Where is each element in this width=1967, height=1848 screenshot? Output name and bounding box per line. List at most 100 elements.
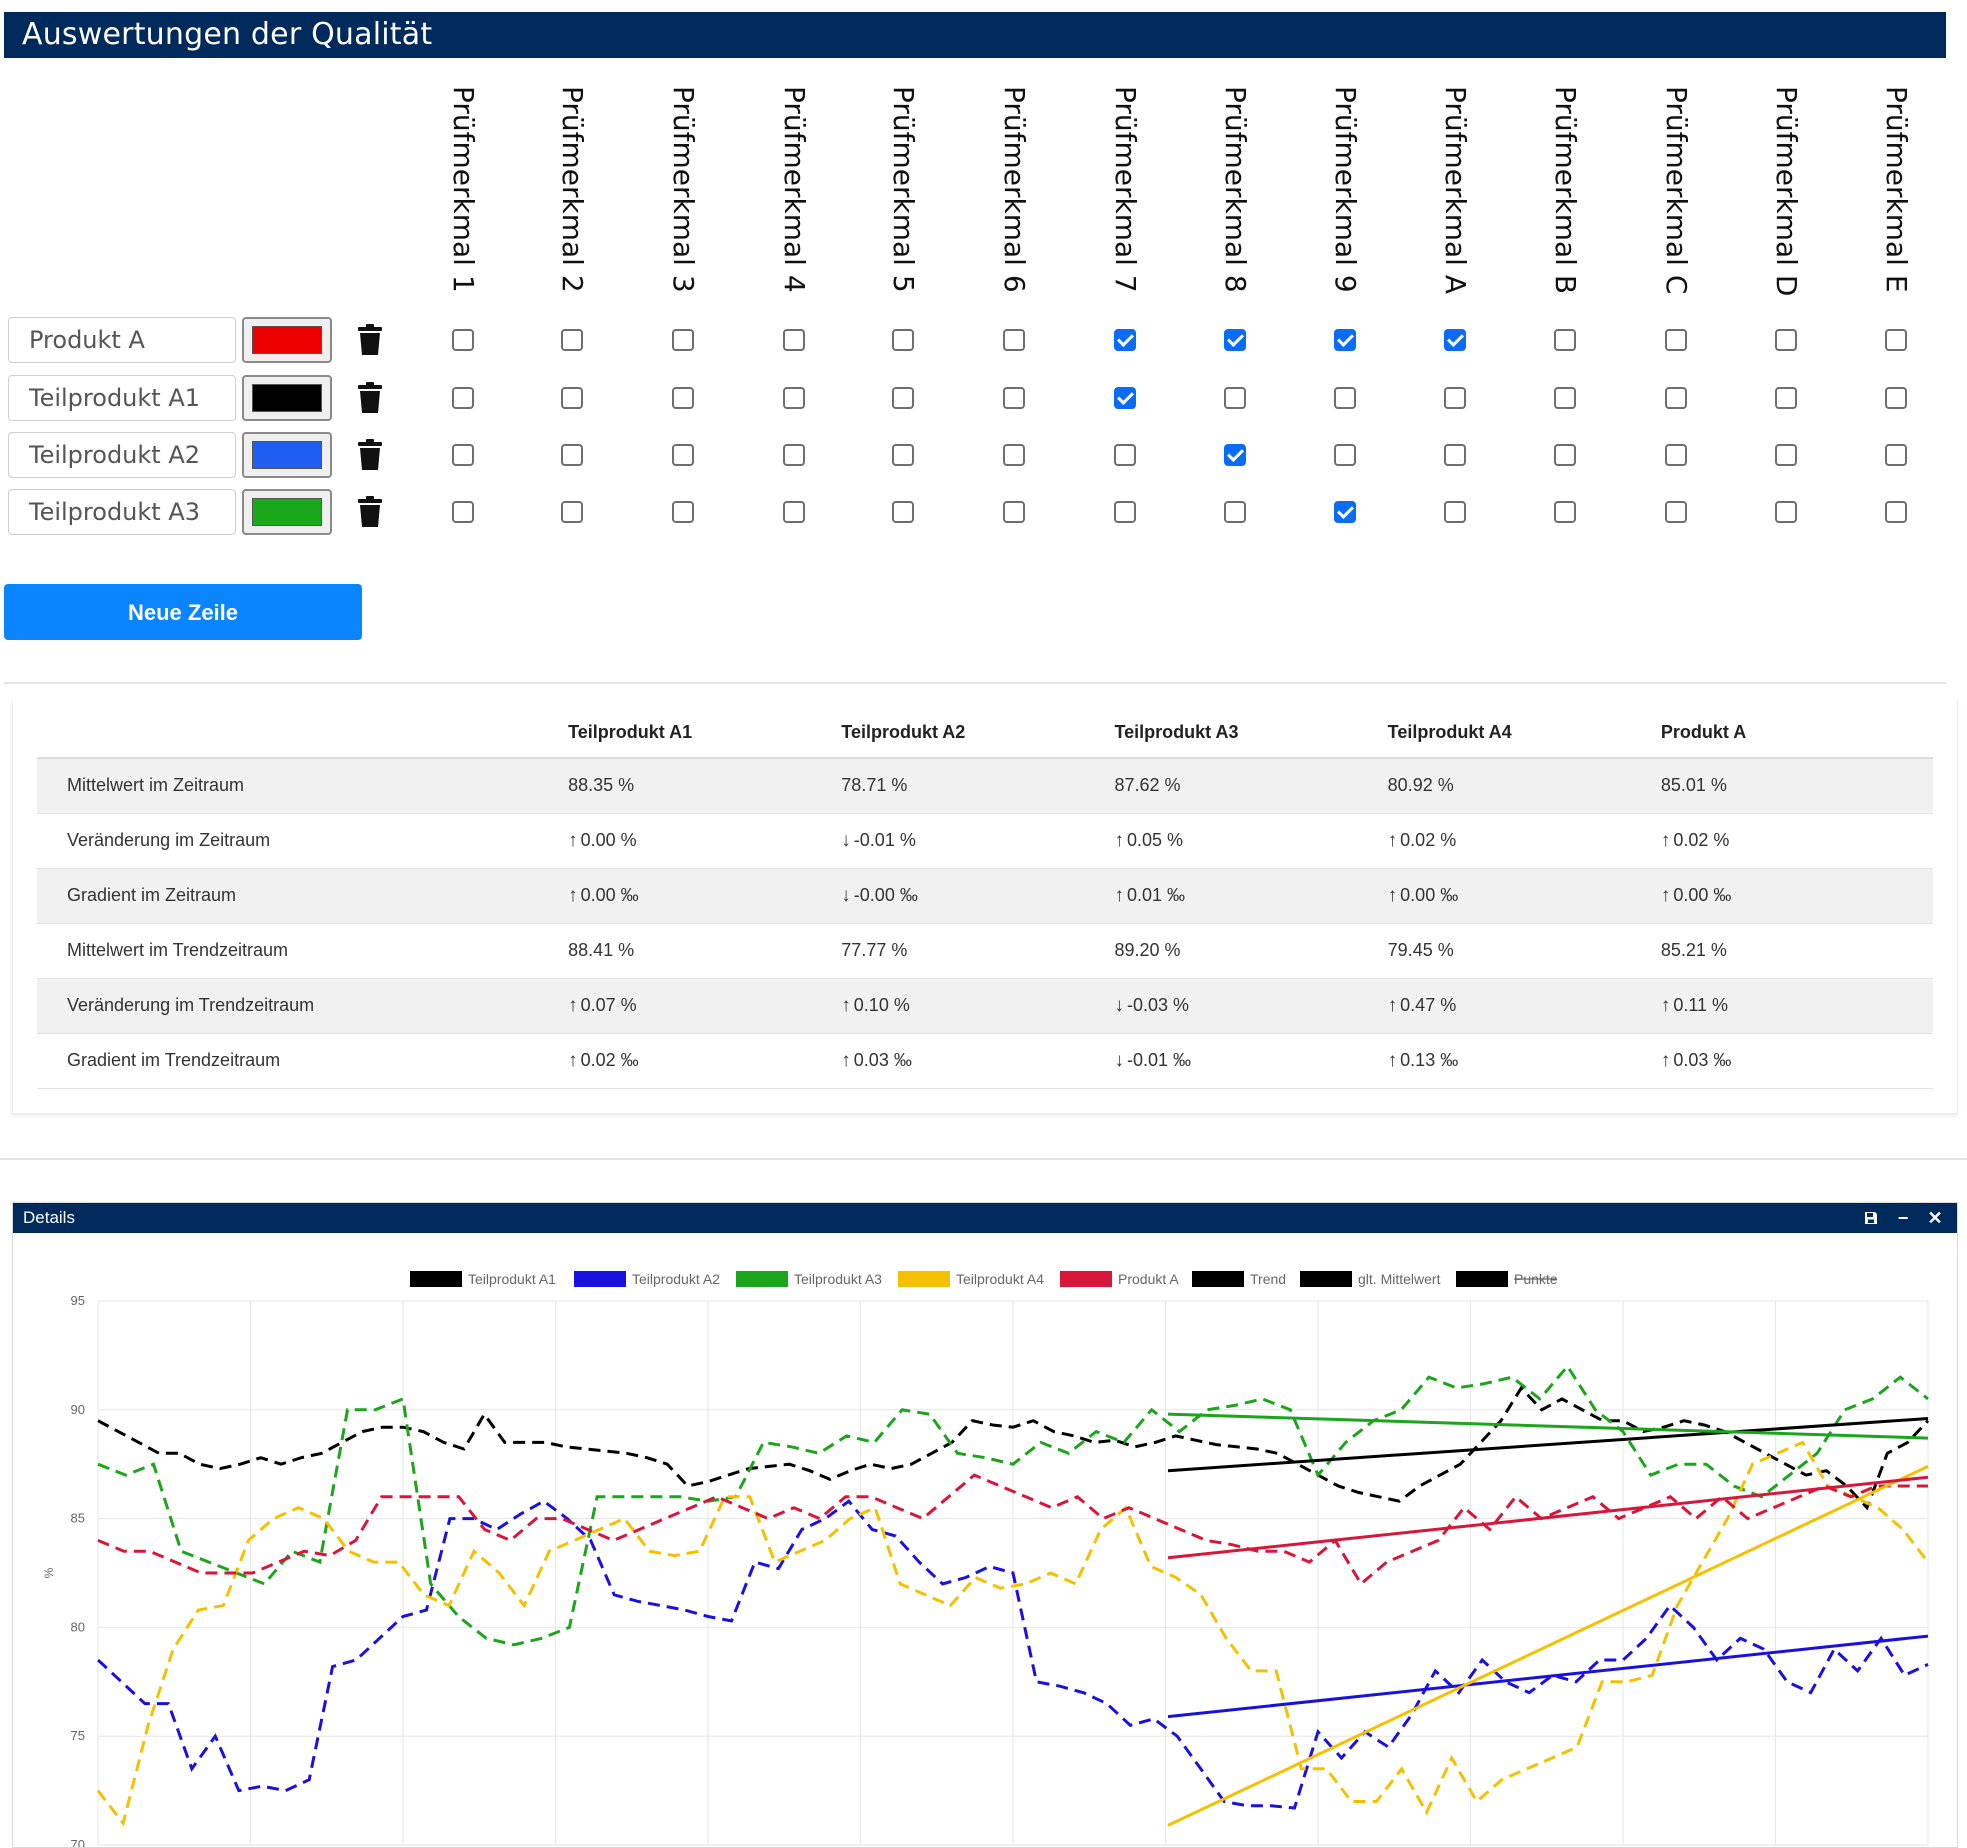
feature-checkbox[interactable] [892, 501, 914, 523]
series-line [96, 1499, 1929, 1810]
row-color-picker[interactable] [242, 489, 332, 535]
trash-icon[interactable] [356, 496, 384, 528]
feature-checkbox[interactable] [1775, 444, 1797, 466]
feature-checkbox[interactable] [1665, 387, 1687, 409]
row-color-picker[interactable] [242, 432, 332, 478]
feature-checkbox[interactable] [1554, 387, 1576, 409]
stats-value: 0.00 ‰ [1400, 884, 1459, 905]
feature-checkbox[interactable] [1665, 501, 1687, 523]
stats-cell: ↓ -0.03 % [1114, 978, 1388, 1034]
feature-checkbox[interactable] [1554, 329, 1576, 351]
feature-checkbox[interactable] [1885, 387, 1907, 409]
feature-checkbox[interactable] [1224, 501, 1246, 523]
feature-checkbox[interactable] [1334, 387, 1356, 409]
feature-checkbox[interactable] [1224, 387, 1246, 409]
feature-checkbox[interactable] [452, 444, 474, 466]
feature-checkbox[interactable] [892, 444, 914, 466]
feature-checkbox[interactable] [452, 387, 474, 409]
stats-cell: 79.45 % [1387, 923, 1661, 979]
feature-checkbox[interactable] [1554, 501, 1576, 523]
feature-checkbox[interactable] [783, 329, 805, 351]
feature-checkbox[interactable] [1003, 501, 1025, 523]
feature-checkbox[interactable] [672, 501, 694, 523]
stats-cell: ↑ 0.07 % [568, 978, 842, 1034]
details-title: Details [23, 1208, 75, 1227]
row-name-input[interactable]: Produkt A [8, 317, 236, 363]
trash-icon[interactable] [356, 439, 384, 471]
stats-cell: ↓ -0.01 ‰ [1114, 1033, 1388, 1089]
row-color-picker[interactable] [242, 375, 332, 421]
stats-value: -0.03 % [1126, 994, 1190, 1015]
feature-checkbox[interactable] [561, 387, 583, 409]
feature-checkbox[interactable] [1224, 444, 1246, 466]
y-tick-label: 75 [71, 1728, 85, 1743]
feature-checkbox[interactable] [1444, 387, 1466, 409]
feature-checkbox[interactable] [892, 329, 914, 351]
feature-checkbox[interactable] [452, 329, 474, 351]
feature-checkbox[interactable] [1003, 387, 1025, 409]
feature-checkbox[interactable] [1775, 387, 1797, 409]
feature-checkbox[interactable] [892, 387, 914, 409]
legend-label: Teilprodukt A1 [468, 1271, 556, 1287]
feature-checkbox[interactable] [561, 444, 583, 466]
feature-checkbox[interactable] [783, 387, 805, 409]
feature-checkbox[interactable] [1224, 329, 1246, 351]
feature-checkbox[interactable] [561, 329, 583, 351]
stats-value: 0.00 ‰ [580, 884, 639, 905]
trash-icon[interactable] [356, 382, 384, 414]
feature-checkbox[interactable] [1114, 387, 1136, 409]
legend-swatch [1060, 1271, 1112, 1287]
feature-checkbox[interactable] [1885, 329, 1907, 351]
feature-checkbox[interactable] [1775, 329, 1797, 351]
feature-checkbox[interactable] [1003, 329, 1025, 351]
feature-checkbox[interactable] [1334, 329, 1356, 351]
row-color-picker[interactable] [242, 317, 332, 363]
stats-value: 80.92 % [1387, 775, 1454, 796]
trend-line [1167, 1475, 1929, 1560]
table-row: Veränderung im Trendzeitraum ↑ 0.07 % ↑ 0.10… [37, 978, 1933, 1034]
feature-checkbox[interactable] [1444, 444, 1466, 466]
stats-cell: 88.41 % [568, 923, 842, 979]
save-icon[interactable] [1859, 1203, 1883, 1233]
new-row-button[interactable]: Neue Zeile [4, 584, 362, 640]
stats-value: 0.13 ‰ [1400, 1049, 1459, 1070]
arrow-up-icon: ↑ [1387, 884, 1398, 906]
feature-checkbox[interactable] [672, 444, 694, 466]
feature-checkbox[interactable] [1444, 501, 1466, 523]
feature-checkbox[interactable] [1003, 444, 1025, 466]
feature-checkbox[interactable] [783, 444, 805, 466]
section-divider [0, 1158, 1967, 1160]
feature-checkbox[interactable] [1334, 444, 1356, 466]
feature-checkbox[interactable] [1334, 501, 1356, 523]
feature-checkbox[interactable] [1114, 329, 1136, 351]
trash-icon[interactable] [356, 324, 384, 356]
feature-checkbox[interactable] [1665, 329, 1687, 351]
feature-checkbox[interactable] [672, 387, 694, 409]
legend-swatch [898, 1271, 950, 1287]
feature-checkbox[interactable] [1554, 444, 1576, 466]
feature-checkbox[interactable] [783, 501, 805, 523]
feature-checkbox[interactable] [1885, 501, 1907, 523]
stats-value: 89.20 % [1114, 940, 1181, 960]
feature-checkbox[interactable] [1665, 444, 1687, 466]
stats-value: 0.47 % [1400, 994, 1457, 1015]
y-tick-label: 85 [71, 1511, 85, 1526]
feature-checkbox[interactable] [561, 501, 583, 523]
feature-checkbox[interactable] [1775, 501, 1797, 523]
feature-checkbox[interactable] [1885, 444, 1907, 466]
stats-cell: ↑ 0.11 % [1660, 978, 1933, 1034]
row-name-input[interactable]: Teilprodukt A1 [8, 375, 236, 421]
feature-checkbox[interactable] [1444, 329, 1466, 351]
stats-value: 85.01 % [1660, 775, 1727, 796]
feature-checkbox[interactable] [1114, 501, 1136, 523]
y-tick-label: 90 [71, 1402, 85, 1417]
arrow-up-icon: ↑ [1387, 1049, 1398, 1071]
minimize-icon[interactable]: − [1897, 1208, 1909, 1228]
y-tick-label: 80 [71, 1619, 85, 1634]
row-name-input[interactable]: Teilprodukt A2 [8, 432, 236, 478]
feature-checkbox[interactable] [1114, 444, 1136, 466]
row-name-input[interactable]: Teilprodukt A3 [8, 489, 236, 535]
close-icon[interactable]: ✕ [1927, 1208, 1943, 1228]
feature-checkbox[interactable] [672, 329, 694, 351]
feature-checkbox[interactable] [452, 501, 474, 523]
